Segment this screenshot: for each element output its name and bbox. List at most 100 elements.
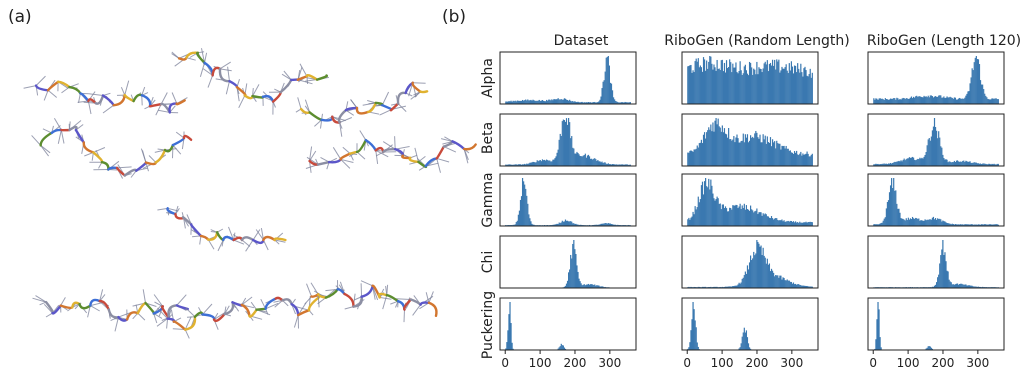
histogram-bar [688, 217, 690, 226]
histogram-bar [747, 75, 750, 104]
histogram-bar [789, 70, 791, 104]
histogram-bar [527, 99, 529, 104]
histogram-bar [588, 284, 591, 288]
histogram-bar [903, 158, 905, 166]
histogram-bar [509, 164, 511, 166]
histogram-bar [995, 164, 997, 166]
histogram-bar [612, 164, 615, 166]
histogram-bar [897, 208, 899, 226]
histogram-bar [776, 275, 778, 288]
histogram-bar [925, 152, 927, 166]
histogram-bar [880, 164, 882, 166]
histogram-bar [687, 219, 689, 226]
histogram-bar [761, 72, 763, 104]
histogram-bar [808, 221, 810, 226]
histogram-bar [785, 64, 787, 104]
histogram-bar [739, 142, 741, 166]
histogram-bar [691, 216, 693, 226]
histogram-bar [726, 68, 729, 104]
histogram-bar [985, 95, 987, 104]
histogram-bar [971, 285, 973, 288]
histogram-bar [929, 346, 931, 350]
histogram-bar [577, 224, 579, 226]
histogram-bar [916, 95, 918, 104]
histogram-bar [734, 67, 736, 104]
histogram-bar [962, 284, 964, 288]
histogram-bar [959, 97, 961, 104]
histogram-bar [972, 286, 974, 288]
histogram-bar [912, 157, 915, 166]
histogram-bar [910, 219, 913, 226]
histogram-bar [742, 133, 744, 166]
histogram-bar [924, 219, 926, 226]
histogram-bar [751, 260, 753, 288]
histogram-bar [719, 203, 721, 226]
histogram-bar [937, 138, 939, 166]
histogram-bar [754, 211, 756, 226]
histogram-bar [877, 302, 879, 350]
histogram-bar [933, 118, 936, 166]
histogram-bar [699, 199, 701, 226]
histogram-bar [782, 221, 784, 226]
histogram-bar [577, 271, 579, 288]
histogram-bar [955, 99, 958, 104]
histogram-bar [609, 164, 612, 166]
histogram-bar [594, 158, 596, 166]
histogram-bar [784, 148, 786, 166]
histogram-bar [801, 285, 803, 288]
histogram-bar [558, 347, 560, 350]
histogram-bar [952, 162, 954, 166]
histogram-bar [763, 214, 765, 226]
histogram-bar [609, 223, 612, 226]
histogram-bar [558, 99, 560, 104]
histogram-bar [789, 150, 791, 166]
histogram-bar [603, 223, 605, 226]
histogram-bar [585, 284, 587, 288]
histogram-bar [947, 162, 949, 166]
histogram-bar [881, 222, 883, 226]
histogram-bar [564, 348, 567, 350]
histogram-bar [764, 135, 766, 166]
histogram-bar [796, 222, 798, 226]
histogram-bar [730, 62, 732, 104]
histogram-bar [976, 286, 978, 288]
histogram-bar [940, 146, 942, 166]
histogram-bar [798, 155, 800, 166]
rna-structure-8 [157, 295, 320, 339]
histogram-bar [876, 164, 878, 166]
histogram-bar [719, 70, 721, 104]
histogram-bar [945, 261, 947, 288]
histogram-bar [581, 101, 583, 104]
histogram-bar [766, 136, 768, 166]
histogram-bar [985, 224, 987, 226]
histogram-bar [982, 286, 984, 288]
histogram-bar [698, 286, 700, 288]
histogram-bar [939, 263, 941, 288]
histogram-bar [525, 99, 527, 104]
histogram-bar [688, 286, 690, 288]
histogram-bar [600, 223, 602, 226]
histogram-bar [576, 224, 578, 226]
histogram-bar [696, 207, 698, 226]
histogram-bar [690, 217, 692, 226]
histogram-bar [602, 223, 604, 226]
histogram-bar [990, 224, 992, 226]
histogram-bar [993, 224, 995, 226]
histogram-bar [696, 342, 698, 350]
histogram-bar [748, 61, 751, 104]
histogram-bar [693, 309, 695, 350]
histogram-bar [957, 284, 960, 288]
histogram-bar [936, 130, 938, 166]
histogram-bar [781, 66, 783, 104]
histogram-bar [784, 67, 786, 104]
histogram-bar [576, 102, 578, 104]
histogram-bar [574, 101, 576, 104]
histogram-bar [741, 278, 743, 288]
histogram-bar [699, 142, 701, 166]
histogram-bar [716, 59, 718, 104]
histogram-bar [790, 152, 792, 166]
histogram-bar [755, 210, 757, 226]
histogram-bar [508, 164, 510, 166]
histogram-bar [626, 164, 628, 166]
histogram-bar [941, 249, 943, 288]
